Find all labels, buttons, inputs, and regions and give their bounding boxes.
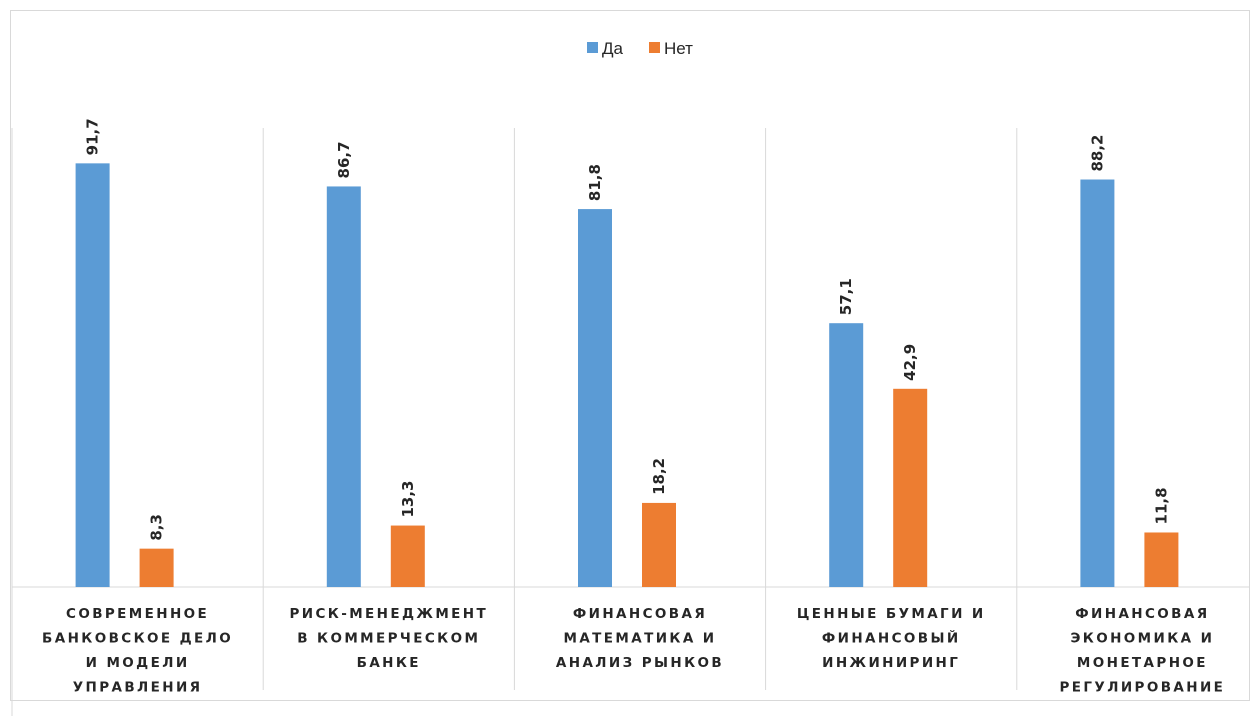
bar [578,209,612,588]
category-label-line: ФИНАНСОВАЯ [1075,606,1209,622]
category-label: ФИНАНСОВАЯ МАТЕМАТИКА И АНАЛИЗ РЫНКОВ [556,606,724,671]
data-label: 8,3 [148,514,166,541]
category-label-line: РЕГУЛИРОВАНИЕ [1060,680,1226,696]
category-label-line: ЭКОНОМИКА И [1070,631,1214,647]
bar [642,502,676,587]
data-label: 11,8 [1152,487,1170,524]
legend-label: Нет [664,39,693,58]
legend-swatch [587,42,598,53]
category-label-line: АНАЛИЗ РЫНКОВ [556,655,724,671]
legend-swatch [649,42,660,53]
data-label: 13,3 [399,481,417,518]
bars [75,163,1179,588]
category-label-line: УПРАВЛЕНИЯ [73,680,203,696]
category-label-line: ИНЖИНИРИНГ [822,655,960,671]
bar [1144,532,1179,587]
data-label: 88,2 [1088,135,1106,172]
category-label: РИСК-МЕНЕДЖМЕНТ В КОММЕРЧЕСКОМ БАНКЕ [289,606,488,671]
bar [139,548,174,587]
bar [1080,179,1115,588]
category-label: СОВРЕМЕННОЕ БАНКОВСКОЕ ДЕЛО И МОДЕЛИ УПРАВЛ… [42,606,233,696]
category-label-line: ФИНАНСОВАЯ [573,606,707,622]
category-label: ЦЕННЫЕ БУМАГИ И ФИНАНСОВЫЙ ИНЖИНИРИНГ [797,606,986,671]
bar [893,388,928,587]
legend-item: Нет [649,39,693,58]
category-label-line: ФИНАНСОВЫЙ [822,630,961,647]
category-label-line: СОВРЕМЕННОЕ [66,606,209,622]
category-label: ФИНАНСОВАЯ ЭКОНОМИКА И МОНЕТАРНОЕ РЕГУЛИРОВ… [1060,606,1226,696]
category-labels: СОВРЕМЕННОЕ БАНКОВСКОЕ ДЕЛО И МОДЕЛИ УПРАВЛ… [42,606,1226,696]
legend-label: Да [602,39,624,58]
bar [75,163,110,587]
category-label-line: И МОДЕЛИ [86,655,190,671]
chart-frame [10,10,1250,701]
data-label: 91,7 [84,118,102,155]
data-label: 86,7 [335,141,353,178]
category-dividers [11,128,1249,716]
category-label-line: ЦЕННЫЕ БУМАГИ И [797,606,986,622]
data-label: 57,1 [837,278,855,315]
category-label-line: МАТЕМАТИКА И [564,631,717,647]
category-label-line: БАНКЕ [357,655,421,671]
category-label-line: МОНЕТАРНОЕ [1077,655,1208,671]
data-label: 18,2 [650,458,668,495]
category-label-line: РИСК-МЕНЕДЖМЕНТ [289,606,488,622]
legend: Да Нет [587,39,693,58]
category-label-line: В КОММЕРЧЕСКОМ [297,631,480,647]
data-label: 42,9 [901,344,919,381]
bar [829,323,864,587]
data-label: 81,8 [586,164,604,201]
bar [390,525,425,587]
legend-item: Да [587,39,624,58]
value-labels: 91,7 86,7 81,8 57,1 88,2 8,3 13,3 18,2 42,9 11,8 [84,118,1171,540]
bar [326,186,361,588]
category-label-line: БАНКОВСКОЕ ДЕЛО [42,631,233,647]
